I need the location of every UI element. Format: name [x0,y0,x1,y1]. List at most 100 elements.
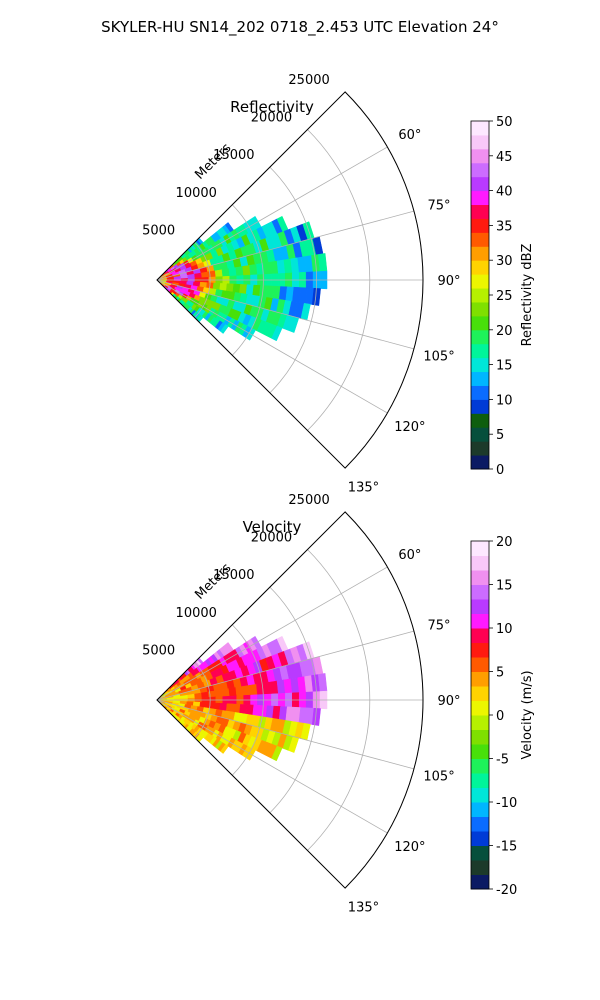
colorbar-segment [471,671,489,687]
range-tick-label: 20000 [251,111,292,126]
colorbar-segment [471,816,489,832]
colorbar-tick-label: 10 [496,393,513,408]
data-gate [214,689,224,698]
colorbar-segment [471,121,489,136]
azimuth-gridline [156,279,415,350]
data-gate [271,745,283,762]
colorbar-segment [471,874,489,890]
colorbar-tick-label: 25 [496,289,513,304]
colorbar-segment [471,657,489,672]
colorbar-segment [471,570,489,585]
data-gate [221,268,230,277]
colorbar-segment [471,802,489,817]
figure-suptitle: SKYLER-HU SN14_202 0718_2.453 UTC Elevat… [101,18,499,37]
colorbar-tick-label: 45 [496,150,513,165]
colorbar-segment [471,385,489,400]
colorbar-tick-label: 30 [496,254,513,269]
colorbar-tick-label: -15 [496,840,517,855]
colorbar-tick-label: 50 [496,115,513,130]
azimuth-tick-label: 90° [437,694,460,709]
azimuth-gridline [156,630,415,701]
colorbar-tick-label: 40 [496,185,513,200]
colorbar-segment [471,413,489,428]
azimuth-gridline [156,699,415,770]
colorbar-tick-label: 5 [496,666,504,681]
colorbar-segment [471,700,489,716]
data-gate [228,267,237,277]
colorbar-segment [471,686,489,701]
colorbar-segment [471,642,489,658]
azimuth-tick-label: 120° [394,420,425,435]
range-tick-label: 20000 [251,531,292,546]
colorbar-segment [471,162,489,178]
data-gate [232,703,241,714]
colorbar-tick-label: 10 [496,622,513,637]
colorbar-segment [471,427,489,442]
colorbar-tick-label: 0 [496,463,504,478]
colorbar-segment [471,218,489,233]
azimuth-tick-label: 60° [398,548,421,563]
data-gate [249,683,258,696]
azimuth-tick-label: 120° [394,840,425,855]
azimuth-gridline [156,210,415,281]
data-gate [232,283,241,294]
panel-title: Velocity [243,518,302,536]
range-tick-label: 10000 [176,186,217,201]
colorbar-tick-label: -10 [496,796,517,811]
sector-frame [156,511,424,889]
range-tick-label: 25000 [288,73,329,88]
colorbar-segment [471,288,489,303]
data-gate [220,744,229,754]
colorbar-segment [471,399,489,414]
colorbar-tick-label: 20 [496,324,513,339]
data-gate [239,284,248,295]
azimuth-tick-label: 135° [348,900,379,915]
colorbar-segment [471,860,489,875]
colorbar-segment [471,232,489,247]
colorbar-segment [471,744,489,759]
data-gate [235,266,244,277]
data-gate [201,691,210,698]
data-gate [220,324,229,334]
data-gate [242,685,251,696]
colorbar-segment [471,274,489,289]
colorbar: -20 -15 -10 -5 0 5 10 15 20 Velocity (m/s) [470,535,535,898]
data-field [158,635,328,762]
colorbar-tick-label: -20 [496,883,517,898]
colorbar-segment [471,541,489,556]
colorbar-segment [471,246,489,261]
range-tick-label: 25000 [288,493,329,508]
data-gate [317,253,328,272]
range-tick-label: 5000 [142,223,175,238]
data-gate [228,687,237,697]
azimuth-tick-label: 90° [437,274,460,289]
colorbar-label: Reflectivity dBZ [520,244,535,347]
colorbar-segment [471,176,489,192]
colorbar-segment [471,329,489,345]
range-tick-label: 5000 [142,643,175,658]
data-gate [214,269,224,278]
range-tick-label: 10000 [176,606,217,621]
azimuth-tick-label: 75° [428,618,451,633]
colorbar-segment [471,787,489,803]
sector-frame [156,91,424,469]
data-gate [201,271,210,278]
colorbar-segment [471,301,489,317]
colorbar-segment [471,613,489,629]
colorbar-segment [471,148,489,164]
azimuth-tick-label: 75° [428,198,451,213]
colorbar-segment [471,455,489,470]
azimuth-tick-label: 105° [423,770,454,785]
colorbar-segment [471,845,489,861]
colorbar-segment [471,555,489,571]
azimuth-tick-label: 60° [398,128,421,143]
azimuth-gridline [156,566,388,701]
colorbar-segment [471,628,489,643]
colorbar-segment [471,190,489,206]
data-gate [245,284,255,296]
range-tick-label: 15000 [213,148,254,163]
data-gate [221,688,230,697]
data-gate [235,686,244,697]
panel-velocity: Velocity 5000 10000 15000 20000 25000 60° 75° 90… [142,493,535,916]
data-gate [225,283,235,293]
